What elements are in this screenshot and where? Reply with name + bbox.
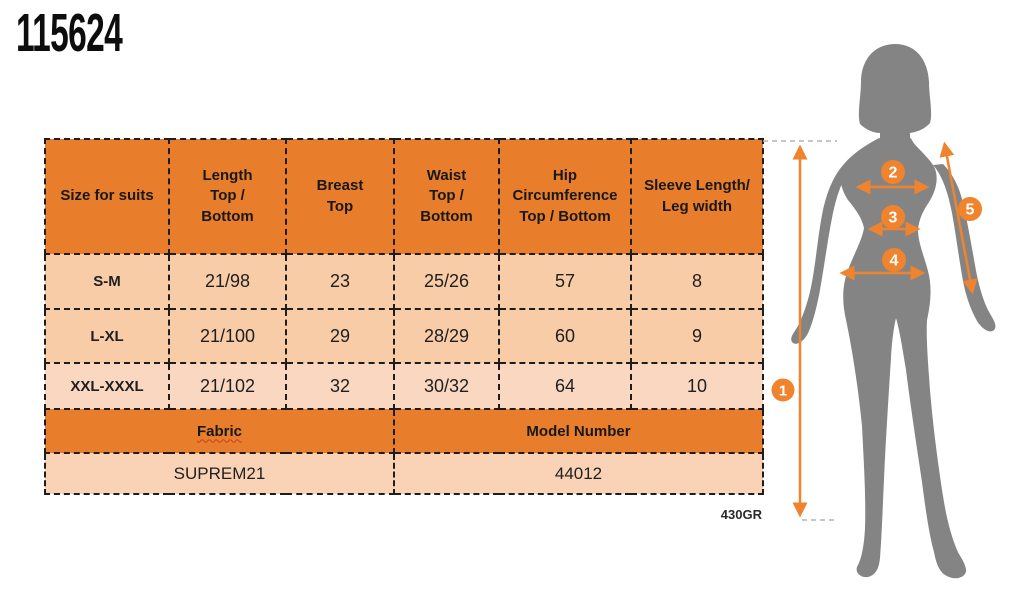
hip-value: 60: [498, 308, 632, 364]
svg-text:5: 5: [966, 202, 975, 219]
measurement-figure: 1 2 3 4 5: [760, 30, 1020, 590]
breast-value: 32: [285, 362, 395, 410]
size-chart-table: Size for suits Length Top / Bottom Breas…: [44, 138, 764, 495]
svg-text:1: 1: [779, 383, 787, 400]
body-silhouette-icon: [791, 44, 996, 579]
meta-value-row: SUPREM21 44012: [44, 452, 764, 495]
sleeve-value: 9: [630, 308, 764, 364]
hip-value: 57: [498, 253, 632, 310]
col-header-length: Length Top / Bottom: [168, 138, 287, 255]
size-label: XXL-XXXL: [44, 362, 170, 410]
marker-badge-3: 3: [881, 205, 905, 229]
model-number-header: Model Number: [393, 408, 764, 454]
col-header-size: Size for suits: [44, 138, 170, 255]
waist-value: 28/29: [393, 308, 500, 364]
fabric-header: Fabric: [44, 408, 395, 454]
size-label: S-M: [44, 253, 170, 310]
hip-value: 64: [498, 362, 632, 410]
length-value: 21/98: [168, 253, 287, 310]
col-header-breast: Breast Top: [285, 138, 395, 255]
waist-value: 30/32: [393, 362, 500, 410]
sleeve-value: 10: [630, 362, 764, 410]
length-value: 21/100: [168, 308, 287, 364]
col-header-sleeve: Sleeve Length/ Leg width: [630, 138, 764, 255]
model-number-value: 44012: [393, 452, 764, 495]
breast-value: 29: [285, 308, 395, 364]
marker-badge-5: 5: [958, 197, 982, 221]
fabric-value: SUPREM21: [44, 452, 395, 495]
page-title: 115624: [16, 3, 123, 63]
length-value: 21/102: [168, 362, 287, 410]
svg-text:4: 4: [890, 253, 899, 270]
col-header-waist: Waist Top / Bottom: [393, 138, 500, 255]
table-row-xxl: XXL-XXXL 21/102 32 30/32 64 10: [44, 362, 764, 410]
waist-value: 25/26: [393, 253, 500, 310]
header-row: Size for suits Length Top / Bottom Breas…: [44, 138, 764, 255]
marker-badge-4: 4: [882, 248, 906, 272]
marker-badge-2: 2: [881, 160, 905, 184]
meta-header-row: Fabric Model Number: [44, 408, 764, 454]
sleeve-value: 8: [630, 253, 764, 310]
weight-note: 430GR: [720, 507, 762, 522]
breast-value: 23: [285, 253, 395, 310]
fabric-header-label: Fabric: [196, 422, 242, 440]
table-row-sm: S-M 21/98 23 25/26 57 8: [44, 253, 764, 310]
figure-svg: 1 2 3 4 5: [763, 44, 996, 579]
svg-text:3: 3: [889, 210, 898, 227]
marker-badge-1: 1: [771, 378, 795, 402]
col-header-hip: Hip Circumference Top / Bottom: [498, 138, 632, 255]
size-label: L-XL: [44, 308, 170, 364]
table-row-lxl: L-XL 21/100 29 28/29 60 9: [44, 308, 764, 364]
svg-text:2: 2: [889, 165, 898, 182]
sleeve-arrow: [939, 141, 978, 295]
